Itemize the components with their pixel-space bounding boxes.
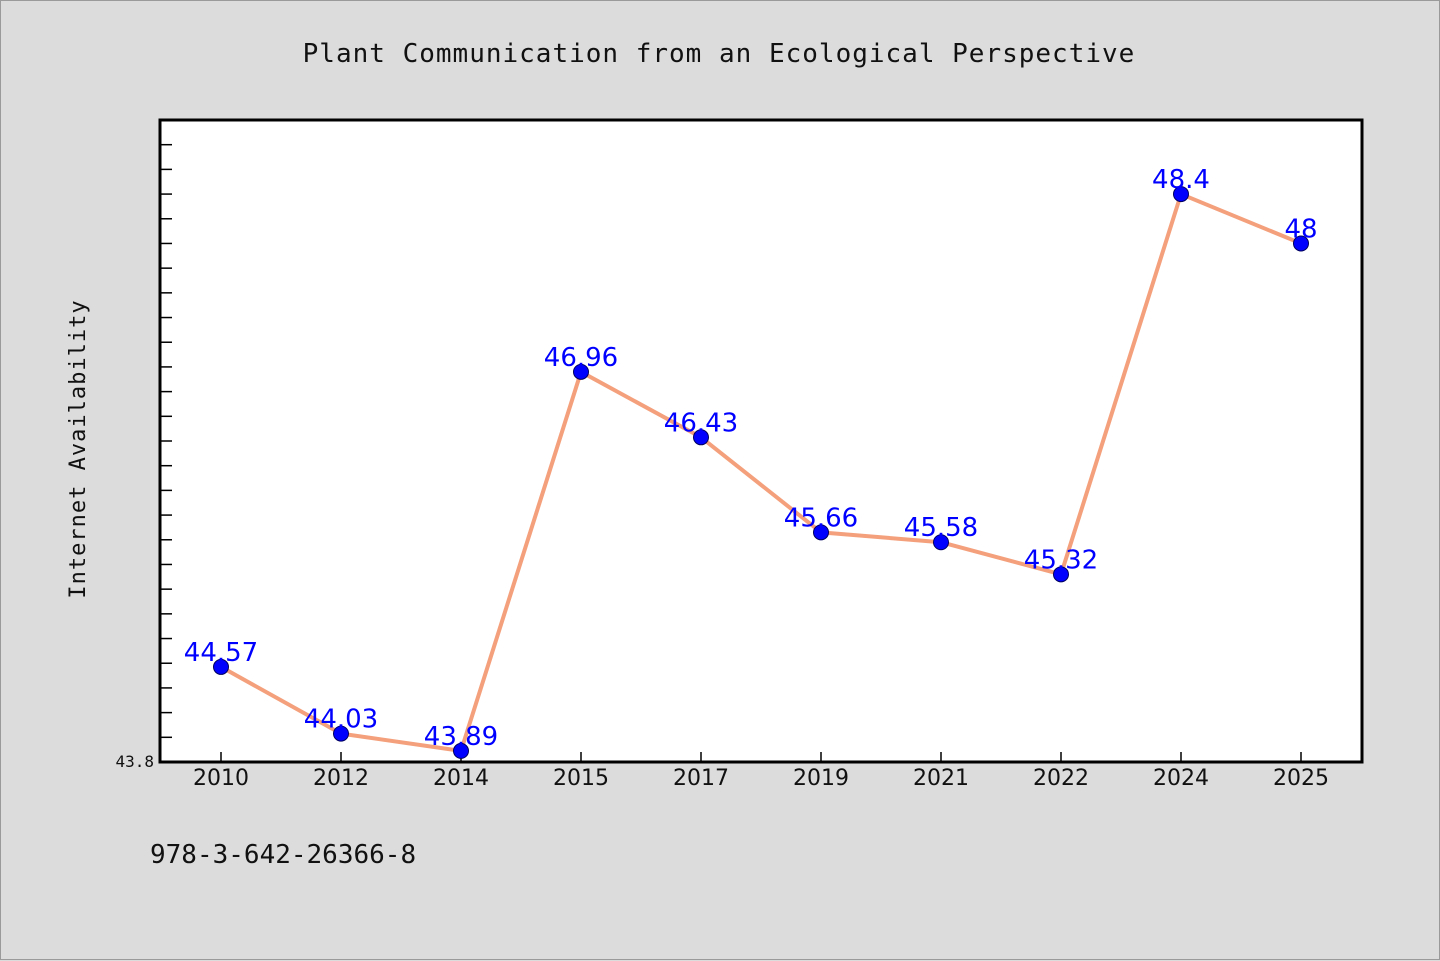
x-tick-label: 2012 (313, 766, 369, 791)
data-label: 48.4 (1152, 165, 1210, 195)
data-point-marker (573, 363, 589, 380)
series-line-group (220, 192, 1302, 753)
y-axis-ticks: 43.8 (115, 143, 172, 771)
data-point-marker (1053, 566, 1069, 583)
data-labels: 44.57 44.03 43.89 46.96 46.43 45.66 45.58 45.32… (184, 165, 1318, 752)
x-tick-label: 2022 (1033, 766, 1089, 791)
data-point-marker (933, 534, 949, 551)
data-label: 45.66 (784, 503, 858, 533)
x-tick-label: 2025 (1273, 766, 1329, 791)
data-label: 43.89 (424, 722, 498, 752)
x-tick-label: 2014 (433, 766, 489, 791)
data-label: 44.57 (184, 638, 258, 668)
chart-title: Plant Communication from an Ecological P… (303, 39, 1136, 69)
y-axis-label: Internet Availability (66, 299, 91, 598)
data-point-marker (1293, 235, 1309, 252)
data-label: 45.32 (1024, 545, 1098, 575)
x-tick-label: 2021 (913, 766, 969, 791)
x-tick-label: 2024 (1153, 766, 1209, 791)
data-point-marker (693, 429, 709, 446)
data-point-marker (453, 742, 469, 759)
data-point-marker (333, 725, 349, 742)
y-tick-label: 43.8 (115, 752, 154, 771)
data-label: 44.03 (304, 705, 378, 735)
data-label: 46.96 (544, 343, 618, 373)
x-tick-label: 2015 (553, 766, 609, 791)
data-point-marker (1173, 186, 1189, 203)
plot-area (158, 118, 1364, 764)
x-axis-ticks: 2010 2012 2014 2015 2017 2019 2021 2022 2024 2025 (193, 752, 1329, 791)
data-point-marker (813, 524, 829, 541)
x-tick-label: 2017 (673, 766, 729, 791)
isbn-text: 978-3-642-26366-8 (150, 840, 416, 870)
data-label: 46.43 (664, 408, 738, 438)
data-label: 48 (1284, 214, 1317, 244)
series-line (220, 192, 1302, 753)
data-label: 45.58 (904, 513, 978, 543)
x-tick-label: 2019 (793, 766, 849, 791)
data-markers (213, 186, 1309, 759)
data-point-marker (213, 658, 229, 675)
x-tick-label: 2010 (193, 766, 249, 791)
